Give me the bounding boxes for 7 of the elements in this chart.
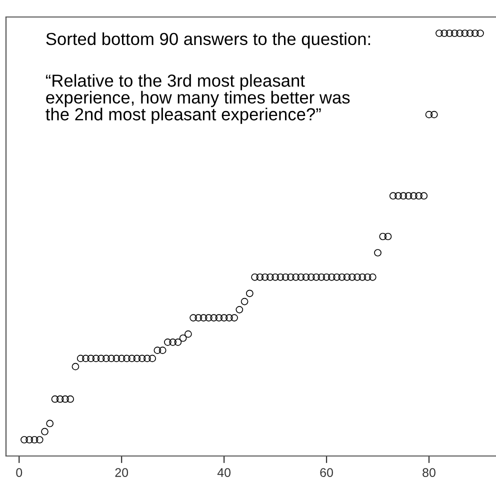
x-tick-label: 80	[422, 468, 436, 477]
annotation: Sorted bottom 90 answers to the question:	[46, 32, 370, 49]
x-tick-label: 60	[320, 468, 333, 477]
x-tick-label: 40	[217, 468, 231, 477]
x-tick-label: 20	[115, 468, 128, 477]
x-tick-label: 0	[16, 468, 22, 477]
annotation: “Relative to the 3rd most pleasant experience, how many times better was the 2nd most pleasant experience?”	[46, 74, 350, 124]
